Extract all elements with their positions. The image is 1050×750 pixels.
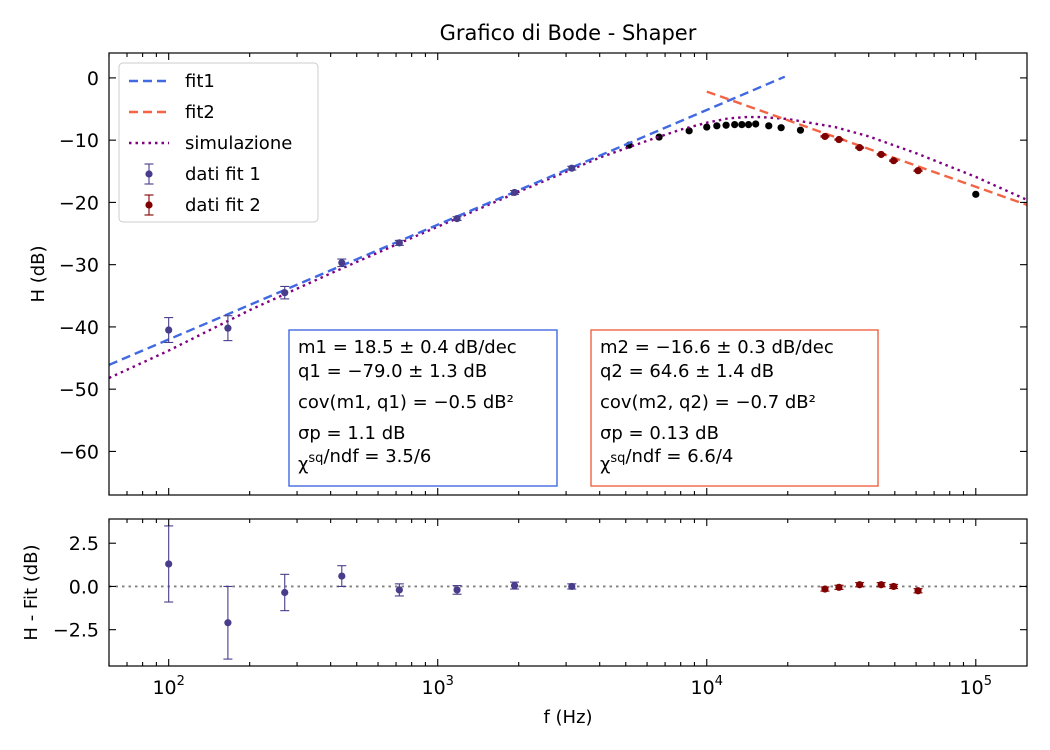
fit-result-line: m2 = −16.6 ± 0.3 dB/dec [600, 337, 834, 358]
top-plot-area [109, 75, 1027, 380]
legend-label: dati fit 1 [185, 164, 261, 185]
fit-result-line: σp = 1.1 dB [298, 423, 405, 444]
x-tick-label: 105 [960, 674, 992, 699]
fit-result-line: σp = 0.13 dB [600, 423, 719, 444]
data-point [165, 326, 173, 334]
y-tick-label: −60 [59, 441, 99, 463]
data-point [738, 120, 746, 129]
data-point [856, 581, 864, 589]
data-point [835, 583, 843, 591]
data-point [165, 560, 173, 568]
y-axis-label: H (dB) [28, 245, 49, 302]
data-point [510, 188, 519, 197]
fit-result-line: cov(m2, q2) = −0.7 dB² [600, 392, 816, 413]
top-axes: 0 −10 −20 −30 −40 −50 −60 [59, 52, 1028, 496]
data-point [877, 581, 885, 589]
data-point [914, 587, 922, 595]
fit-result-line: cov(m1, q1) = −0.5 dB² [298, 392, 514, 413]
y-tick-label: −50 [59, 379, 99, 401]
residual-plot-area [109, 525, 1027, 660]
data-point [224, 619, 232, 627]
data-point [395, 586, 403, 594]
data-point [856, 144, 864, 152]
legend-label: fit1 [185, 71, 215, 92]
top-frame [108, 52, 1028, 496]
data-point [338, 572, 346, 580]
y-tick-label: 0 [87, 68, 99, 90]
data-point [338, 259, 346, 267]
residual-axes: 2.5 0.0 −2.5 [53, 518, 1028, 667]
residual-y-axis-label: H - Fit (dB) [21, 544, 42, 640]
fit-result-line: χsq/ndf = 6.6/4 [600, 446, 733, 475]
legend-item: fit2 [129, 102, 215, 123]
legend-label: simulazione [185, 133, 292, 154]
legend-item: simulazione [129, 133, 292, 154]
y-tick-label: −2.5 [53, 620, 99, 642]
data-point [224, 324, 232, 332]
fit-result-frame [590, 329, 879, 487]
data-point [453, 586, 461, 594]
data-point [568, 582, 576, 591]
legend-box [118, 62, 319, 223]
y-tick-label: 2.5 [69, 533, 99, 555]
data-point [796, 126, 805, 134]
chart-title: Grafico di Bode - Shaper [440, 21, 697, 45]
residual-panel: 2.5 0.0 −2.5 102 103 104 105 [53, 518, 1028, 699]
legend-item: dati fit 2 [144, 194, 261, 216]
fit-result-line: χsq/ndf = 3.5/6 [298, 446, 431, 475]
fit-result-line: m1 = 18.5 ± 0.4 dB/dec [298, 337, 517, 358]
fit-result-frame [288, 329, 558, 487]
data-point [685, 127, 693, 135]
y-tick-label: −30 [59, 255, 99, 277]
data-point [914, 167, 922, 175]
x-axis-label: f (Hz) [543, 707, 592, 728]
legend-label: fit2 [185, 102, 215, 123]
data-point [765, 122, 773, 130]
data-point [722, 121, 730, 129]
data-point [752, 120, 760, 128]
data-point [281, 588, 289, 597]
x-tick-label: 103 [421, 674, 453, 699]
fit-result-box-1: m1 = 18.5 ± 0.4 dB/dec q1 = −79.0 ± 1.3 d… [288, 329, 558, 487]
fit-result-line: q1 = −79.0 ± 1.3 dB [298, 361, 487, 382]
data-point [972, 190, 980, 198]
data-point [703, 123, 711, 131]
data-point [744, 120, 753, 129]
y-tick-label: −10 [59, 130, 99, 152]
legend-item: fit1 [129, 71, 215, 92]
legend-label: dati fit 2 [185, 195, 261, 216]
legend: fit1 fit2 simulazione dati fit 1 dati fit 2 [118, 62, 319, 223]
data-point [877, 150, 885, 159]
data-point [395, 239, 403, 247]
data-point [568, 164, 576, 172]
fit-result-line: q2 = 64.6 ± 1.4 dB [600, 361, 774, 382]
top-panel: 0 −10 −20 −30 −40 −50 −60 fit1 fit2 simulazione da… [59, 52, 1028, 496]
residual-frame [108, 518, 1028, 667]
data-point [281, 289, 289, 297]
x-tick-label: 104 [691, 674, 723, 699]
data-point [655, 133, 663, 141]
data-point [821, 132, 829, 141]
data-point [731, 120, 739, 129]
data-point [713, 122, 721, 130]
top-series-2-line [109, 115, 1027, 380]
y-tick-label: −20 [59, 192, 99, 214]
fit-result-box-2: m2 = −16.6 ± 0.3 dB/dec q2 = 64.6 ± 1.4 d… [590, 329, 879, 487]
data-point [890, 582, 898, 591]
legend-item: dati fit 1 [144, 163, 261, 185]
data-point [453, 214, 461, 223]
data-point [821, 585, 829, 593]
data-point [510, 581, 519, 590]
x-tick-label: 102 [152, 674, 184, 699]
y-tick-label: −40 [59, 317, 99, 339]
top-series-0-line [109, 75, 786, 367]
y-tick-label: 0.0 [69, 576, 99, 598]
data-point [777, 124, 785, 132]
top-series-1-line [706, 90, 1027, 207]
data-point [835, 135, 843, 144]
data-point [890, 157, 898, 165]
